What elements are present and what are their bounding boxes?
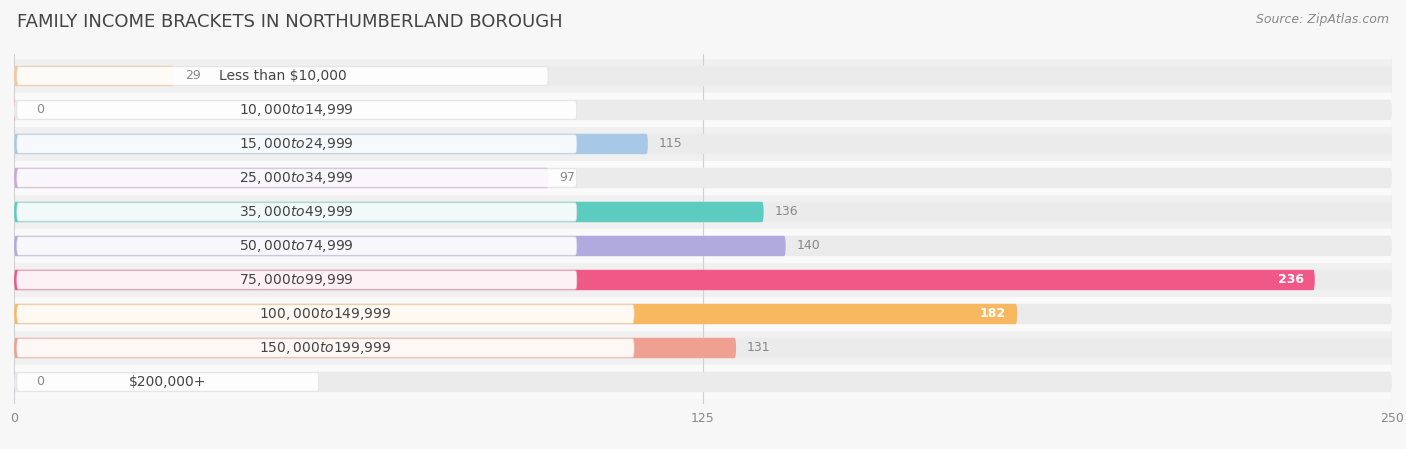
Text: 0: 0	[37, 375, 44, 388]
FancyBboxPatch shape	[14, 168, 548, 188]
FancyBboxPatch shape	[14, 338, 737, 358]
Text: $150,000 to $199,999: $150,000 to $199,999	[259, 340, 392, 356]
Text: 131: 131	[747, 342, 770, 355]
FancyBboxPatch shape	[17, 339, 634, 357]
FancyBboxPatch shape	[14, 195, 1392, 229]
FancyBboxPatch shape	[14, 59, 1392, 93]
FancyBboxPatch shape	[17, 169, 576, 187]
FancyBboxPatch shape	[17, 203, 576, 221]
FancyBboxPatch shape	[14, 263, 1392, 297]
Text: 115: 115	[659, 137, 683, 150]
FancyBboxPatch shape	[14, 168, 1392, 188]
FancyBboxPatch shape	[14, 270, 1392, 290]
FancyBboxPatch shape	[14, 304, 1017, 324]
FancyBboxPatch shape	[14, 365, 1392, 399]
FancyBboxPatch shape	[14, 236, 786, 256]
FancyBboxPatch shape	[14, 229, 1392, 263]
FancyBboxPatch shape	[17, 67, 548, 85]
FancyBboxPatch shape	[17, 271, 576, 289]
FancyBboxPatch shape	[14, 236, 1392, 256]
FancyBboxPatch shape	[14, 304, 1392, 324]
FancyBboxPatch shape	[14, 338, 1392, 358]
FancyBboxPatch shape	[14, 134, 648, 154]
FancyBboxPatch shape	[17, 135, 576, 153]
FancyBboxPatch shape	[14, 297, 1392, 331]
Text: 136: 136	[775, 206, 799, 219]
Text: $75,000 to $99,999: $75,000 to $99,999	[239, 272, 354, 288]
Text: $50,000 to $74,999: $50,000 to $74,999	[239, 238, 354, 254]
FancyBboxPatch shape	[17, 373, 319, 391]
Text: 236: 236	[1278, 273, 1303, 286]
FancyBboxPatch shape	[14, 372, 1392, 392]
Text: $15,000 to $24,999: $15,000 to $24,999	[239, 136, 354, 152]
FancyBboxPatch shape	[17, 305, 634, 323]
Text: 97: 97	[560, 172, 575, 185]
Text: Source: ZipAtlas.com: Source: ZipAtlas.com	[1256, 13, 1389, 26]
FancyBboxPatch shape	[14, 202, 763, 222]
FancyBboxPatch shape	[13, 100, 15, 120]
Text: 29: 29	[186, 70, 201, 83]
FancyBboxPatch shape	[14, 331, 1392, 365]
FancyBboxPatch shape	[13, 372, 15, 392]
Text: $10,000 to $14,999: $10,000 to $14,999	[239, 102, 354, 118]
Text: $35,000 to $49,999: $35,000 to $49,999	[239, 204, 354, 220]
FancyBboxPatch shape	[14, 134, 1392, 154]
FancyBboxPatch shape	[14, 100, 1392, 120]
FancyBboxPatch shape	[14, 270, 1315, 290]
FancyBboxPatch shape	[17, 237, 576, 255]
Text: 182: 182	[980, 308, 1007, 321]
FancyBboxPatch shape	[14, 202, 1392, 222]
FancyBboxPatch shape	[14, 127, 1392, 161]
Text: 0: 0	[37, 103, 44, 116]
Text: $100,000 to $149,999: $100,000 to $149,999	[259, 306, 392, 322]
Text: Less than $10,000: Less than $10,000	[218, 69, 346, 83]
FancyBboxPatch shape	[17, 101, 576, 119]
FancyBboxPatch shape	[14, 161, 1392, 195]
FancyBboxPatch shape	[14, 93, 1392, 127]
Text: $25,000 to $34,999: $25,000 to $34,999	[239, 170, 354, 186]
Text: 140: 140	[797, 239, 821, 252]
FancyBboxPatch shape	[14, 66, 1392, 86]
FancyBboxPatch shape	[14, 66, 174, 86]
Text: FAMILY INCOME BRACKETS IN NORTHUMBERLAND BOROUGH: FAMILY INCOME BRACKETS IN NORTHUMBERLAND…	[17, 13, 562, 31]
Text: $200,000+: $200,000+	[129, 375, 207, 389]
